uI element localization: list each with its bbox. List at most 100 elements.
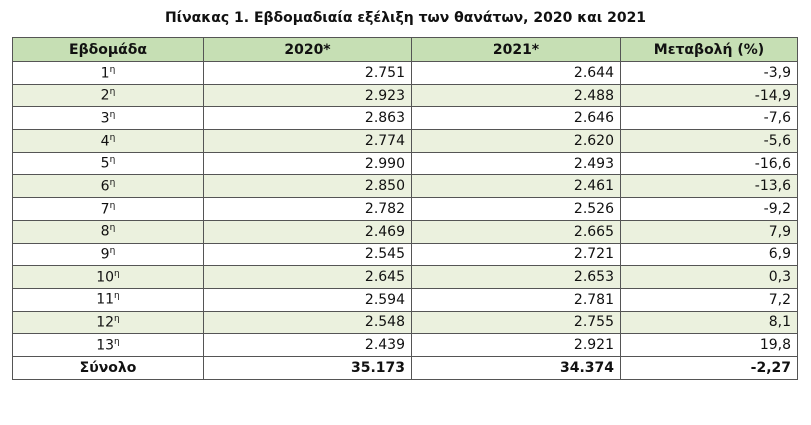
week-suffix: η [109, 155, 116, 166]
week-number: 2 [100, 87, 110, 104]
week-number: 5 [100, 155, 110, 172]
total-value: 34.374 [411, 355, 621, 380]
value-cell: 7,9 [620, 219, 798, 244]
value-cell: 2.782 [203, 197, 412, 221]
value-cell: 2.594 [203, 287, 412, 312]
week-suffix: η [114, 336, 120, 347]
column-header: Εβδομάδα [12, 37, 204, 62]
table-row: 8η 2.469 2.665 7,9 [12, 219, 798, 244]
week-number: 7 [100, 201, 110, 218]
week-cell: 2η [12, 83, 204, 108]
value-cell: -13,6 [620, 174, 798, 199]
deaths-table: Εβδομάδα 2020* 2021* Μεταβολή (%) 1η 2.751 2.… [12, 37, 798, 380]
value-cell: 2.644 [411, 61, 621, 85]
value-cell: 2.665 [411, 219, 621, 244]
week-number: 1 [100, 65, 110, 82]
value-cell: 2.493 [411, 151, 621, 176]
week-number: 8 [100, 223, 110, 240]
week-cell: 12η [12, 310, 204, 335]
value-cell: 2.990 [203, 151, 412, 176]
week-number: 12 [96, 314, 115, 331]
value-cell: 19,8 [620, 333, 798, 357]
value-cell: 2.620 [411, 129, 621, 153]
value-cell: 2.548 [203, 310, 412, 335]
value-cell: 2.863 [203, 106, 412, 131]
table-row: 2η 2.923 2.488 -14,9 [12, 83, 798, 108]
week-number: 11 [96, 292, 115, 309]
value-cell: 2.646 [411, 106, 621, 131]
value-cell: -14,9 [620, 83, 798, 108]
week-suffix: η [114, 291, 120, 302]
table-row: 13η 2.439 2.921 19,8 [12, 333, 798, 357]
week-number: 4 [100, 133, 110, 150]
table-row: 11η 2.594 2.781 7,2 [12, 287, 798, 312]
header-row: Εβδομάδα 2020* 2021* Μεταβολή (%) [12, 37, 798, 62]
value-cell: 2.645 [203, 265, 412, 289]
column-header: 2021* [411, 37, 621, 62]
week-cell: 13η [12, 333, 204, 357]
value-cell: -3,9 [620, 61, 798, 85]
table-title: Πίνακας 1. Εβδομαδιαία εξέλιξη των θανάτ… [164, 10, 647, 26]
value-cell: 2.439 [203, 333, 412, 357]
week-number: 13 [96, 337, 115, 354]
value-cell: 2.774 [203, 129, 412, 153]
value-cell: 2.781 [411, 287, 621, 312]
week-suffix: η [109, 177, 116, 188]
value-cell: 2.850 [203, 174, 412, 199]
week-cell: 4η [12, 129, 204, 153]
column-header: 2020* [203, 37, 412, 62]
table-row: 7η 2.782 2.526 -9,2 [12, 197, 798, 221]
value-cell: -5,6 [620, 129, 798, 153]
week-suffix: η [109, 87, 116, 98]
table-row: 10η 2.645 2.653 0,3 [12, 265, 798, 289]
week-number: 10 [96, 269, 115, 286]
table-row: 12η 2.548 2.755 8,1 [12, 310, 798, 335]
table-body: 1η 2.751 2.644 -3,9 2η 2.923 2.488 -14,9 3η 2.863… [12, 61, 798, 380]
value-cell: 2.751 [203, 61, 412, 85]
value-cell: 2.721 [411, 242, 621, 267]
table-row: 9η 2.545 2.721 6,9 [12, 242, 798, 267]
week-suffix: η [114, 314, 120, 325]
total-value: -2,27 [620, 355, 798, 380]
total-label: Σύνολο [12, 355, 204, 380]
week-suffix: η [114, 268, 120, 279]
value-cell: 2.545 [203, 242, 412, 267]
week-cell: 10η [12, 265, 204, 289]
week-suffix: η [109, 223, 116, 234]
table-row: 4η 2.774 2.620 -5,6 [12, 129, 798, 153]
week-cell: 9η [12, 242, 204, 267]
week-suffix: η [109, 132, 116, 143]
value-cell: 2.653 [411, 265, 621, 289]
total-row: Σύνολο 35.173 34.374 -2,27 [12, 355, 798, 380]
value-cell: 6,9 [620, 242, 798, 267]
value-cell: 2.921 [411, 333, 621, 357]
week-cell: 8η [12, 219, 204, 244]
value-cell: 2.526 [411, 197, 621, 221]
value-cell: 2.923 [203, 83, 412, 108]
table-row: 3η 2.863 2.646 -7,6 [12, 106, 798, 131]
week-suffix: η [109, 200, 116, 211]
week-cell: 7η [12, 197, 204, 221]
value-cell: -9,2 [620, 197, 798, 221]
week-cell: 1η [12, 61, 204, 85]
table-row: 1η 2.751 2.644 -3,9 [12, 61, 798, 85]
week-number: 3 [100, 110, 110, 127]
week-suffix: η [109, 246, 116, 257]
week-cell: 5η [12, 151, 204, 176]
value-cell: 2.461 [411, 174, 621, 199]
value-cell: 2.755 [411, 310, 621, 335]
week-cell: 6η [12, 174, 204, 199]
table-row: 5η 2.990 2.493 -16,6 [12, 151, 798, 176]
week-number: 6 [100, 178, 110, 195]
column-header: Μεταβολή (%) [620, 37, 798, 62]
value-cell: -7,6 [620, 106, 798, 131]
value-cell: 2.488 [411, 83, 621, 108]
value-cell: 0,3 [620, 265, 798, 289]
table-row: 6η 2.850 2.461 -13,6 [12, 174, 798, 199]
week-number: 9 [100, 246, 110, 263]
week-suffix: η [109, 109, 116, 120]
value-cell: -16,6 [620, 151, 798, 176]
total-value: 35.173 [203, 355, 412, 380]
week-cell: 11η [12, 287, 204, 312]
